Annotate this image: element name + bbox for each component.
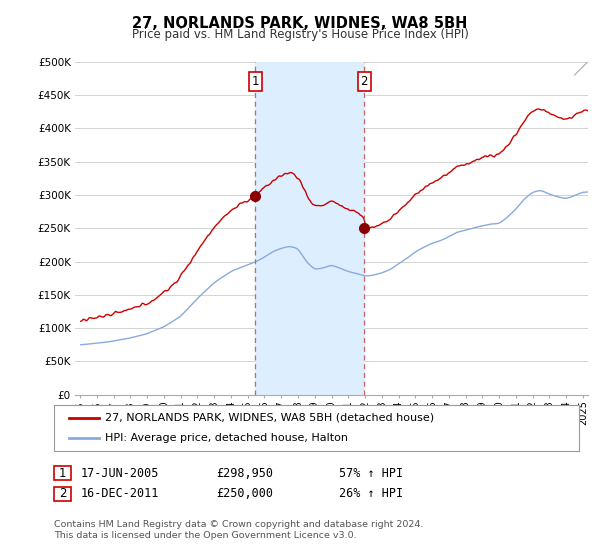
Text: Price paid vs. HM Land Registry's House Price Index (HPI): Price paid vs. HM Land Registry's House … <box>131 28 469 41</box>
Text: Contains HM Land Registry data © Crown copyright and database right 2024.
This d: Contains HM Land Registry data © Crown c… <box>54 520 424 540</box>
Text: HPI: Average price, detached house, Halton: HPI: Average price, detached house, Halt… <box>105 433 348 443</box>
Bar <box>256 62 364 395</box>
Text: 2: 2 <box>361 75 368 88</box>
Text: £298,950: £298,950 <box>216 466 273 480</box>
Text: 1: 1 <box>59 466 66 480</box>
Text: 57% ↑ HPI: 57% ↑ HPI <box>339 466 403 480</box>
Text: 17-JUN-2005: 17-JUN-2005 <box>81 466 160 480</box>
Text: 27, NORLANDS PARK, WIDNES, WA8 5BH (detached house): 27, NORLANDS PARK, WIDNES, WA8 5BH (deta… <box>105 413 434 423</box>
Text: 26% ↑ HPI: 26% ↑ HPI <box>339 487 403 501</box>
Text: 27, NORLANDS PARK, WIDNES, WA8 5BH: 27, NORLANDS PARK, WIDNES, WA8 5BH <box>133 16 467 31</box>
Text: £250,000: £250,000 <box>216 487 273 501</box>
Text: 2: 2 <box>59 487 66 501</box>
Text: 1: 1 <box>251 75 259 88</box>
Text: 16-DEC-2011: 16-DEC-2011 <box>81 487 160 501</box>
